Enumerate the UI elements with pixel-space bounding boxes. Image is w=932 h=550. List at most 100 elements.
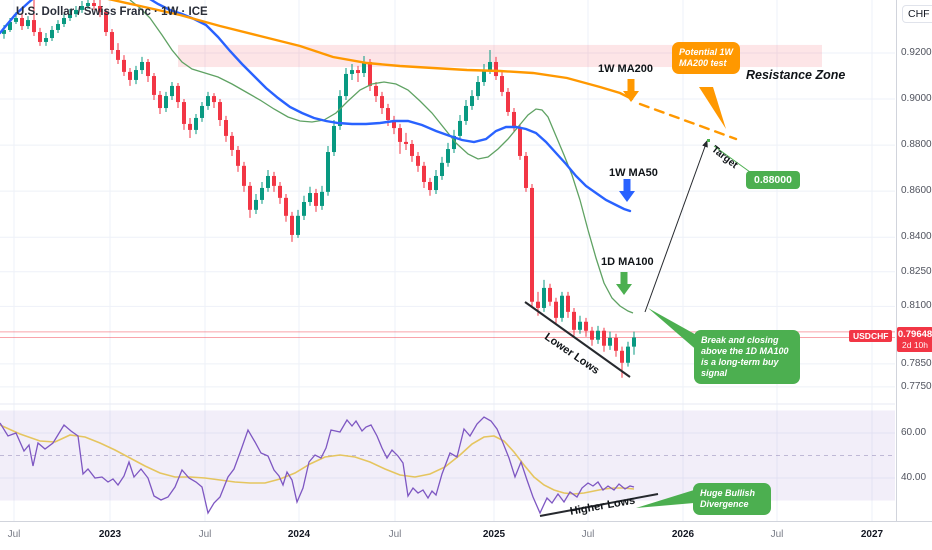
candle-body: [170, 85, 174, 97]
candle-body: [110, 32, 114, 51]
candle-body: [44, 38, 48, 42]
candle-body: [92, 3, 96, 7]
candle-body: [278, 185, 282, 198]
callout-ma200-test[interactable]: Potential 1W MA200 test: [672, 42, 740, 74]
drawings-layer[interactable]: [524, 79, 751, 517]
candle-body: [482, 70, 486, 83]
callout-bullish-divergence[interactable]: Huge Bullish Divergence: [693, 483, 771, 515]
rsi-ma-line: [0, 424, 635, 495]
candle-body: [440, 162, 444, 176]
candle-body: [86, 3, 90, 7]
time-tick: Jul: [770, 529, 784, 540]
target-pointer-line: [713, 145, 751, 173]
chart-title: U.S. Dollar / Swiss Franc · 1W · ICE: [16, 6, 208, 18]
candle-body: [194, 117, 198, 130]
callout-pointer: [648, 308, 700, 353]
time-axis[interactable]: Jul 2023 Jul 2024 Jul 2025 Jul 2026 Jul 2027: [0, 521, 932, 550]
candle-body: [176, 85, 180, 103]
candle-body: [356, 70, 360, 74]
rsi-tick: 60.00: [901, 427, 927, 438]
candle-body: [332, 126, 336, 153]
candle-body: [158, 94, 162, 109]
target-dot: [707, 139, 710, 142]
candle-body: [578, 321, 582, 330]
candle-body: [344, 73, 348, 97]
down-arrow-icon: [623, 79, 639, 102]
time-tick: 2027: [860, 529, 884, 540]
ma200-label[interactable]: 1W MA200: [598, 63, 654, 75]
down-arrow-icon: [616, 272, 632, 295]
candle-body: [428, 181, 432, 191]
candle-body: [26, 20, 30, 27]
candle-body: [272, 175, 276, 186]
candle-body: [14, 17, 18, 22]
candle-body: [476, 82, 480, 97]
candle-body: [386, 108, 390, 121]
candle-body: [422, 165, 426, 182]
candle-body: [200, 105, 204, 118]
time-tick: Jul: [581, 529, 595, 540]
candle-body: [80, 6, 84, 10]
candle-body: [302, 202, 306, 216]
ma100-label[interactable]: 1D MA100: [601, 256, 654, 268]
candle-body: [68, 14, 72, 18]
ma50-label[interactable]: 1W MA50: [609, 167, 658, 179]
last-price-value: 0.79648: [897, 329, 932, 340]
candle-body: [104, 12, 108, 33]
candle-body: [554, 301, 558, 318]
candle-body: [404, 141, 408, 144]
candle-body: [536, 301, 540, 308]
candle-body: [146, 61, 150, 77]
candle-body: [98, 6, 102, 13]
zones-layer: [0, 44, 895, 501]
candle-body: [38, 32, 42, 42]
candle-body: [326, 152, 330, 192]
candle-body: [2, 29, 6, 34]
time-tick: Jul: [388, 529, 402, 540]
rsi-tick: 40.00: [901, 472, 927, 483]
candle-body: [32, 20, 36, 33]
candle-body: [548, 287, 552, 302]
candle-body: [410, 143, 414, 156]
time-tick: Jul: [198, 529, 212, 540]
candle-body: [518, 128, 522, 156]
candle-body: [398, 128, 402, 142]
candle-body: [362, 61, 366, 74]
higher-lows-trendline: [539, 493, 659, 517]
candle-body: [560, 295, 564, 318]
candle-body: [230, 135, 234, 150]
candle-body: [446, 149, 450, 163]
target-price-label[interactable]: 0.88000: [746, 171, 800, 189]
ma200-line: [107, 0, 634, 101]
candle-body: [188, 123, 192, 130]
candle-body: [452, 135, 456, 150]
callout-pointer: [699, 87, 726, 129]
candle-body: [212, 96, 216, 103]
candle-body: [506, 91, 510, 112]
callout-buy-signal[interactable]: Break and closing above the 1D MA100 is …: [694, 330, 800, 384]
candle-body: [182, 102, 186, 124]
resistance-zone-label[interactable]: Resistance Zone: [746, 68, 846, 82]
projection-arrow: [644, 140, 708, 313]
candle-body: [608, 337, 612, 346]
candle-body: [350, 70, 354, 74]
candle-body: [296, 215, 300, 235]
candle-body: [464, 105, 468, 121]
time-tick: 2025: [482, 529, 506, 540]
last-price-tag: 0.79648 2d 10h: [897, 327, 932, 352]
candle-body: [152, 76, 156, 95]
time-tick: 2024: [287, 529, 311, 540]
candle-body: [254, 199, 258, 210]
candle-body: [116, 50, 120, 60]
candle-body: [164, 96, 168, 109]
ma100-line: [129, 0, 634, 314]
candle-body: [524, 155, 528, 188]
candle-body: [308, 193, 312, 203]
currency-label[interactable]: CHF: [902, 5, 932, 23]
candle-body: [572, 311, 576, 330]
